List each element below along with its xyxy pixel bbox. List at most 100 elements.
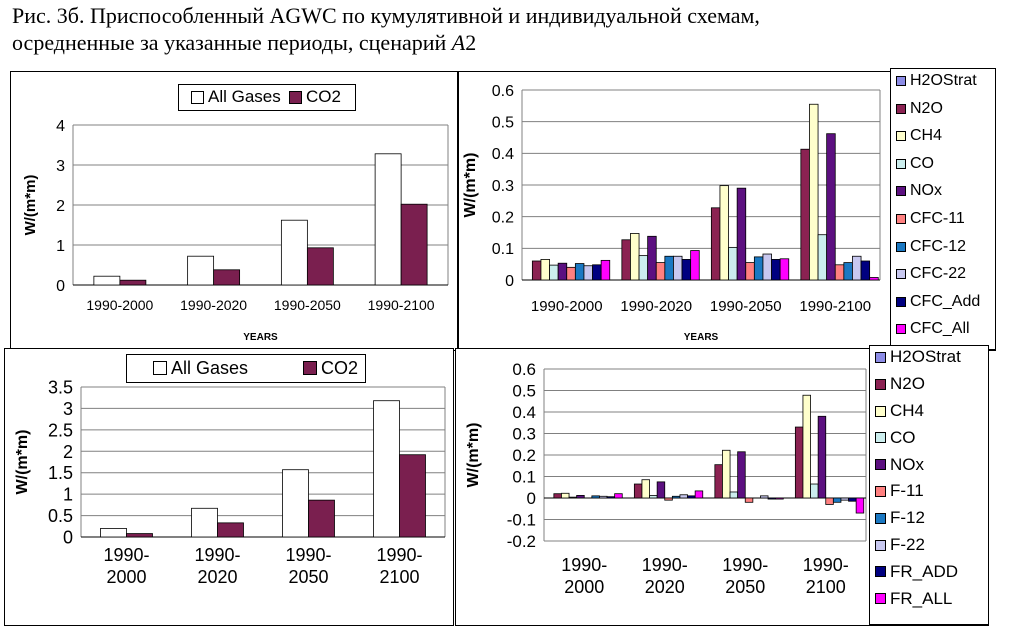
legend-item-fr-all: FR_ALL (875, 589, 952, 609)
legend-label: H2OStrat (890, 347, 961, 367)
bar-f-22-2 (760, 495, 769, 499)
bar-n2o-1 (633, 483, 643, 499)
bar-co-2 (728, 246, 738, 281)
legend-label: CH4 (890, 401, 925, 421)
bar-co2-2 (306, 247, 334, 286)
x-tick-label-line: 1990- (194, 545, 240, 565)
legend-item-cfc-11: CFC-11 (896, 210, 965, 228)
bar-f-12-3 (832, 497, 842, 503)
bar-n2o-2 (710, 207, 721, 281)
legend-label: F-12 (890, 508, 925, 528)
bar-nox-0 (576, 495, 585, 499)
x-tick-label: 1990-2020 (642, 555, 688, 597)
legend-swatch (896, 269, 906, 280)
legend-label: F-22 (890, 535, 925, 555)
x-tick-label-line: 1990- (376, 545, 422, 565)
legend-item-h2ostrat: H2OStrat (896, 72, 977, 90)
bar-co2-2 (308, 499, 335, 538)
bar-cfc-22-1 (673, 255, 683, 281)
legend-label: CO (890, 427, 916, 447)
legend-swatch (896, 76, 906, 87)
bar-n2o-3 (800, 148, 810, 281)
y-tick-label: 0.1 (492, 241, 514, 258)
bar-fr-add-3 (848, 497, 857, 502)
x-tick-label-line: 2050 (288, 567, 328, 587)
x-tick-label: 1990-2000 (103, 545, 149, 587)
bar-f-22-1 (679, 494, 688, 499)
y-tick-label: 0.6 (492, 83, 514, 100)
x-tick-label: 1990-2000 (86, 297, 153, 313)
legend-swatch (875, 539, 886, 551)
legend-swatch (191, 90, 204, 104)
legend-item-all-gases: All Gases (191, 87, 281, 107)
y-tick-label: 0.2 (512, 446, 536, 465)
legend-label: All Gases (208, 87, 281, 107)
bar-cfc-all-1 (690, 250, 700, 281)
legend-swatch (875, 459, 886, 471)
bar-nox-2 (736, 187, 747, 281)
bar-cfc-12-0 (574, 263, 585, 281)
bar-f-11-1 (664, 497, 673, 501)
y-tick-label: 4 (56, 118, 65, 135)
legend-label: N2O (890, 374, 925, 394)
legend-label: FR_ADD (890, 561, 959, 581)
x-tick-label: 1990-2000 (561, 555, 607, 597)
y-tick-label: 0.6 (512, 360, 536, 379)
bar-fr-all-2 (775, 497, 784, 500)
x-tick-label: 1990-2050 (274, 297, 341, 313)
bar-co-0 (568, 496, 578, 499)
bar-co2-3 (399, 454, 426, 538)
x-tick-label-line: 2020 (645, 577, 685, 597)
y-tick-label: 2 (63, 442, 73, 462)
legend-swatch (896, 186, 906, 197)
bar-co-1 (649, 495, 658, 499)
legend-item-ch4: CH4 (896, 127, 942, 145)
x-tick-label: 1990-2050 (710, 298, 782, 315)
chart-individual-totals: 0 0.5 1 1.5 2 2.5 3 3.5 1990-2000 1990-2020 1990-2… (4, 348, 454, 626)
legend-swatch (153, 361, 167, 376)
legend-swatch (896, 296, 906, 307)
bar-nox-0 (557, 262, 568, 281)
y-tick-label: 0.5 (512, 382, 536, 401)
bar-f-22-3 (840, 497, 849, 501)
y-tick-label: 2.5 (48, 420, 73, 440)
x-tick-label: 1990-2100 (803, 555, 849, 597)
legend-item-nox: NOx (896, 182, 942, 200)
legend-swatch (289, 90, 302, 104)
bar-cfc-all-0 (600, 259, 611, 281)
legend-label: CO2 (321, 357, 359, 378)
bar-co2-1 (217, 522, 244, 538)
bar-all-gases-0 (100, 528, 127, 538)
bar-ch4-3 (809, 103, 819, 281)
y-tick-label: 3 (56, 158, 65, 175)
bar-fr-add-1 (687, 495, 696, 499)
bar-cfc-11-0 (566, 266, 576, 281)
x-tick-label-line: 1990-2000 (531, 298, 603, 315)
legend-label: F-11 (890, 481, 924, 501)
legend-item-nox: NOx (875, 455, 924, 475)
legend-label: CH4 (910, 127, 943, 145)
legend: All Gases CO2 (178, 84, 356, 111)
bar-n2o-2 (714, 464, 723, 499)
x-axis-title: YEARS (243, 332, 278, 343)
bar-all-gases-2 (280, 219, 308, 286)
y-tick-label: 2 (56, 198, 65, 215)
x-tick-label: 1990-2050 (285, 545, 331, 587)
caption-scenario-number: 2 (465, 30, 477, 55)
legend-swatch (875, 378, 886, 390)
x-tick-label: 1990-2020 (620, 298, 692, 315)
x-tick-label-line: 1990- (561, 555, 607, 575)
x-tick-label: 1990-2000 (531, 298, 603, 315)
bar-co2-0 (119, 279, 147, 286)
x-tick-label-line: 2020 (197, 567, 237, 587)
legend-label: CO2 (306, 87, 341, 107)
legend-swatch (875, 566, 886, 578)
legend-label: H2OStrat (910, 72, 977, 90)
bar-cfc-11-3 (834, 264, 845, 281)
bar-fr-add-2 (767, 497, 777, 500)
bar-fr-all-1 (694, 490, 704, 499)
y-tick-label: 0.1 (512, 468, 536, 487)
legend-item-h2ostrat: H2OStrat (875, 347, 961, 367)
legend-swatch (896, 131, 906, 142)
bar-ch4-2 (722, 449, 731, 499)
